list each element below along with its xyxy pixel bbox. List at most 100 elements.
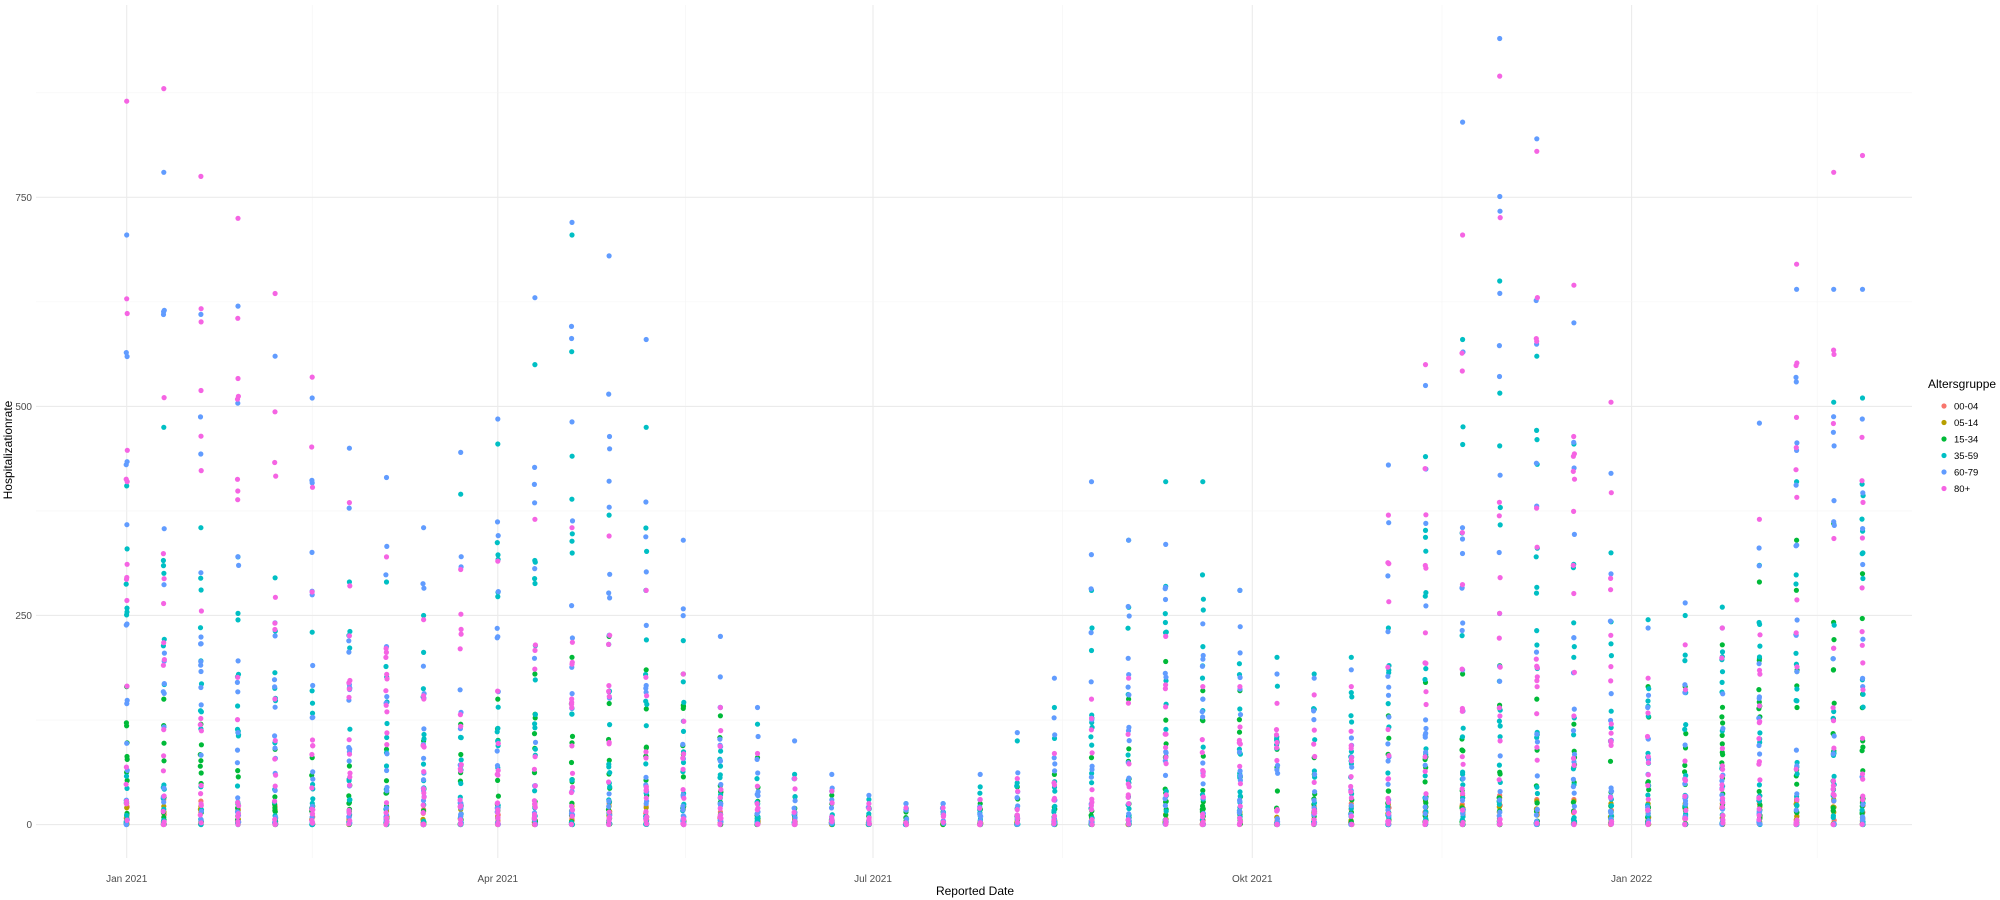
data-point [1497, 35, 1503, 42]
data-point [124, 621, 130, 627]
data-point [531, 481, 538, 487]
data-point [309, 484, 316, 490]
data-point [1860, 802, 1866, 808]
data-point [234, 747, 241, 753]
data-point [420, 802, 426, 808]
data-point [123, 720, 129, 726]
data-point [1497, 797, 1503, 803]
data-point [1719, 649, 1726, 655]
data-point [532, 788, 538, 794]
data-point [1534, 427, 1540, 433]
data-point [1162, 596, 1169, 603]
data-point [1682, 815, 1688, 822]
data-point [1860, 744, 1866, 750]
data-point [755, 733, 761, 740]
legend-label: 80+ [1954, 484, 1971, 495]
data-point [1860, 704, 1866, 710]
data-point [383, 474, 390, 481]
data-point [123, 764, 129, 770]
data-point [495, 533, 501, 539]
data-point [161, 309, 167, 315]
data-point [1163, 541, 1169, 548]
data-point [124, 310, 130, 317]
data-point [1496, 718, 1502, 724]
data-point [606, 391, 612, 397]
data-point [1200, 644, 1206, 650]
data-point [606, 803, 612, 810]
grid-layer [36, 5, 1912, 858]
data-point [1571, 654, 1577, 660]
data-point [421, 790, 427, 796]
data-point [569, 691, 575, 697]
data-point [644, 548, 650, 555]
data-point [1831, 399, 1837, 405]
data-point [569, 496, 575, 502]
data-point [1831, 522, 1837, 529]
data-point [198, 451, 204, 457]
data-point [1497, 215, 1503, 221]
data-point [1348, 789, 1354, 795]
data-point [1348, 803, 1354, 809]
data-point [235, 730, 241, 736]
series-60-79 [123, 35, 1866, 828]
data-point [160, 563, 167, 569]
data-point [198, 782, 204, 789]
data-point [717, 775, 723, 781]
data-point [1386, 520, 1392, 526]
data-point [680, 816, 687, 822]
data-point [309, 477, 315, 483]
data-point [1459, 582, 1466, 588]
data-point [680, 638, 686, 644]
data-point [161, 570, 167, 576]
data-point [643, 706, 649, 712]
data-point [1348, 783, 1354, 790]
data-point [1859, 585, 1865, 591]
data-point [1719, 704, 1726, 710]
data-point [1162, 619, 1168, 626]
data-point [1793, 807, 1799, 813]
data-point [1571, 669, 1577, 676]
data-point [1459, 530, 1465, 536]
data-point [606, 683, 612, 689]
data-point [161, 753, 167, 759]
data-point [569, 635, 576, 641]
data-point [1348, 690, 1354, 696]
data-point [1608, 550, 1614, 556]
data-point [1682, 793, 1688, 799]
data-point [1385, 573, 1391, 579]
data-point [272, 670, 278, 676]
data-point [198, 173, 204, 179]
data-point [532, 821, 538, 828]
data-point [1831, 645, 1837, 651]
data-point [235, 811, 241, 817]
data-point [272, 794, 278, 800]
data-point [1126, 696, 1132, 702]
data-point [569, 603, 575, 609]
data-point [1534, 820, 1540, 826]
data-point [420, 581, 426, 587]
data-point [309, 444, 315, 450]
data-point [1571, 590, 1577, 597]
data-point [1014, 738, 1020, 744]
data-point [1236, 661, 1242, 667]
data-point [1163, 788, 1169, 794]
data-point [1793, 766, 1799, 772]
data-point [1051, 675, 1057, 681]
data-point [1534, 148, 1540, 154]
data-point [1311, 692, 1317, 698]
data-point [1089, 625, 1095, 631]
data-point [1237, 768, 1243, 774]
data-point [384, 543, 390, 550]
data-point [1089, 715, 1095, 722]
data-point [1719, 745, 1725, 752]
data-point [1756, 806, 1762, 812]
data-point [235, 774, 241, 780]
data-point [234, 476, 241, 482]
data-point [680, 728, 687, 735]
data-point [1496, 705, 1502, 711]
data-point [1237, 684, 1243, 690]
data-point [1497, 73, 1503, 79]
data-point [1200, 760, 1206, 766]
data-point [384, 709, 390, 715]
data-point [1163, 749, 1169, 755]
